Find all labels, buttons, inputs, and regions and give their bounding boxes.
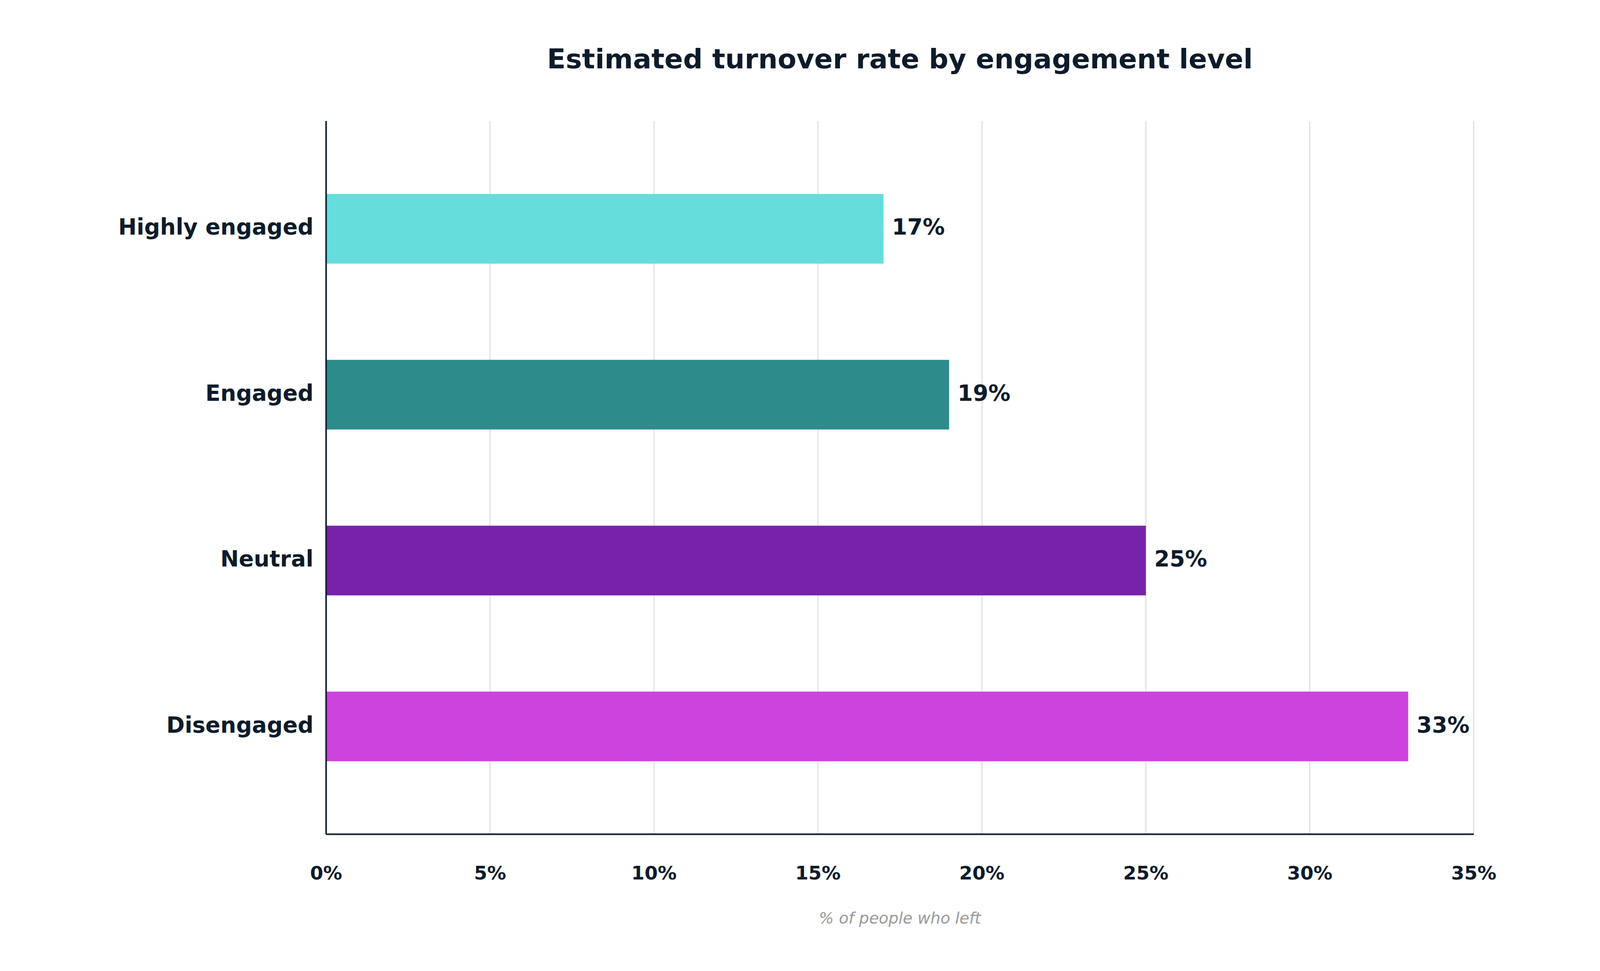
title: Estimated turnover rate by engagement le… [547, 43, 1253, 75]
category-label: Disengaged [166, 712, 314, 738]
axis-line [326, 833, 1474, 836]
data-label: 17% [892, 214, 946, 240]
data-label: 33% [1416, 712, 1470, 738]
category-label: Neutral [220, 545, 314, 572]
tick-label: 0% [309, 862, 342, 884]
grid-line [325, 120, 327, 835]
data-label: 25% [1154, 545, 1208, 572]
tick-label: 30% [1287, 862, 1333, 884]
bar [326, 194, 884, 264]
bars [326, 194, 1409, 762]
bar [326, 359, 950, 430]
chart-svg: 0% 5% 10% 15% 20% 25% 30% 35% 33% 25% 19% 17% Diseng… [0, 0, 1600, 971]
tick-label: 25% [1122, 862, 1169, 884]
category-label: Highly engaged [118, 214, 314, 240]
tick-label: 10% [631, 862, 677, 884]
tick-label: 15% [795, 862, 841, 884]
bar [326, 525, 1147, 595]
axis-line [325, 120, 328, 835]
tick-label: 5% [473, 862, 506, 884]
tick-label: 35% [1451, 862, 1497, 884]
axis-label: % of people who left [818, 908, 982, 928]
category-label: Engaged [205, 380, 314, 407]
data-label: 19% [957, 380, 1011, 407]
tick-label: 20% [959, 862, 1005, 884]
grid [326, 120, 1474, 835]
background [0, 0, 1600, 971]
grid-line [1473, 120, 1475, 835]
bar [326, 691, 1409, 762]
chart-container: 0% 5% 10% 15% 20% 25% 30% 35% 33% 25% 19% 17% Diseng… [0, 0, 1600, 971]
